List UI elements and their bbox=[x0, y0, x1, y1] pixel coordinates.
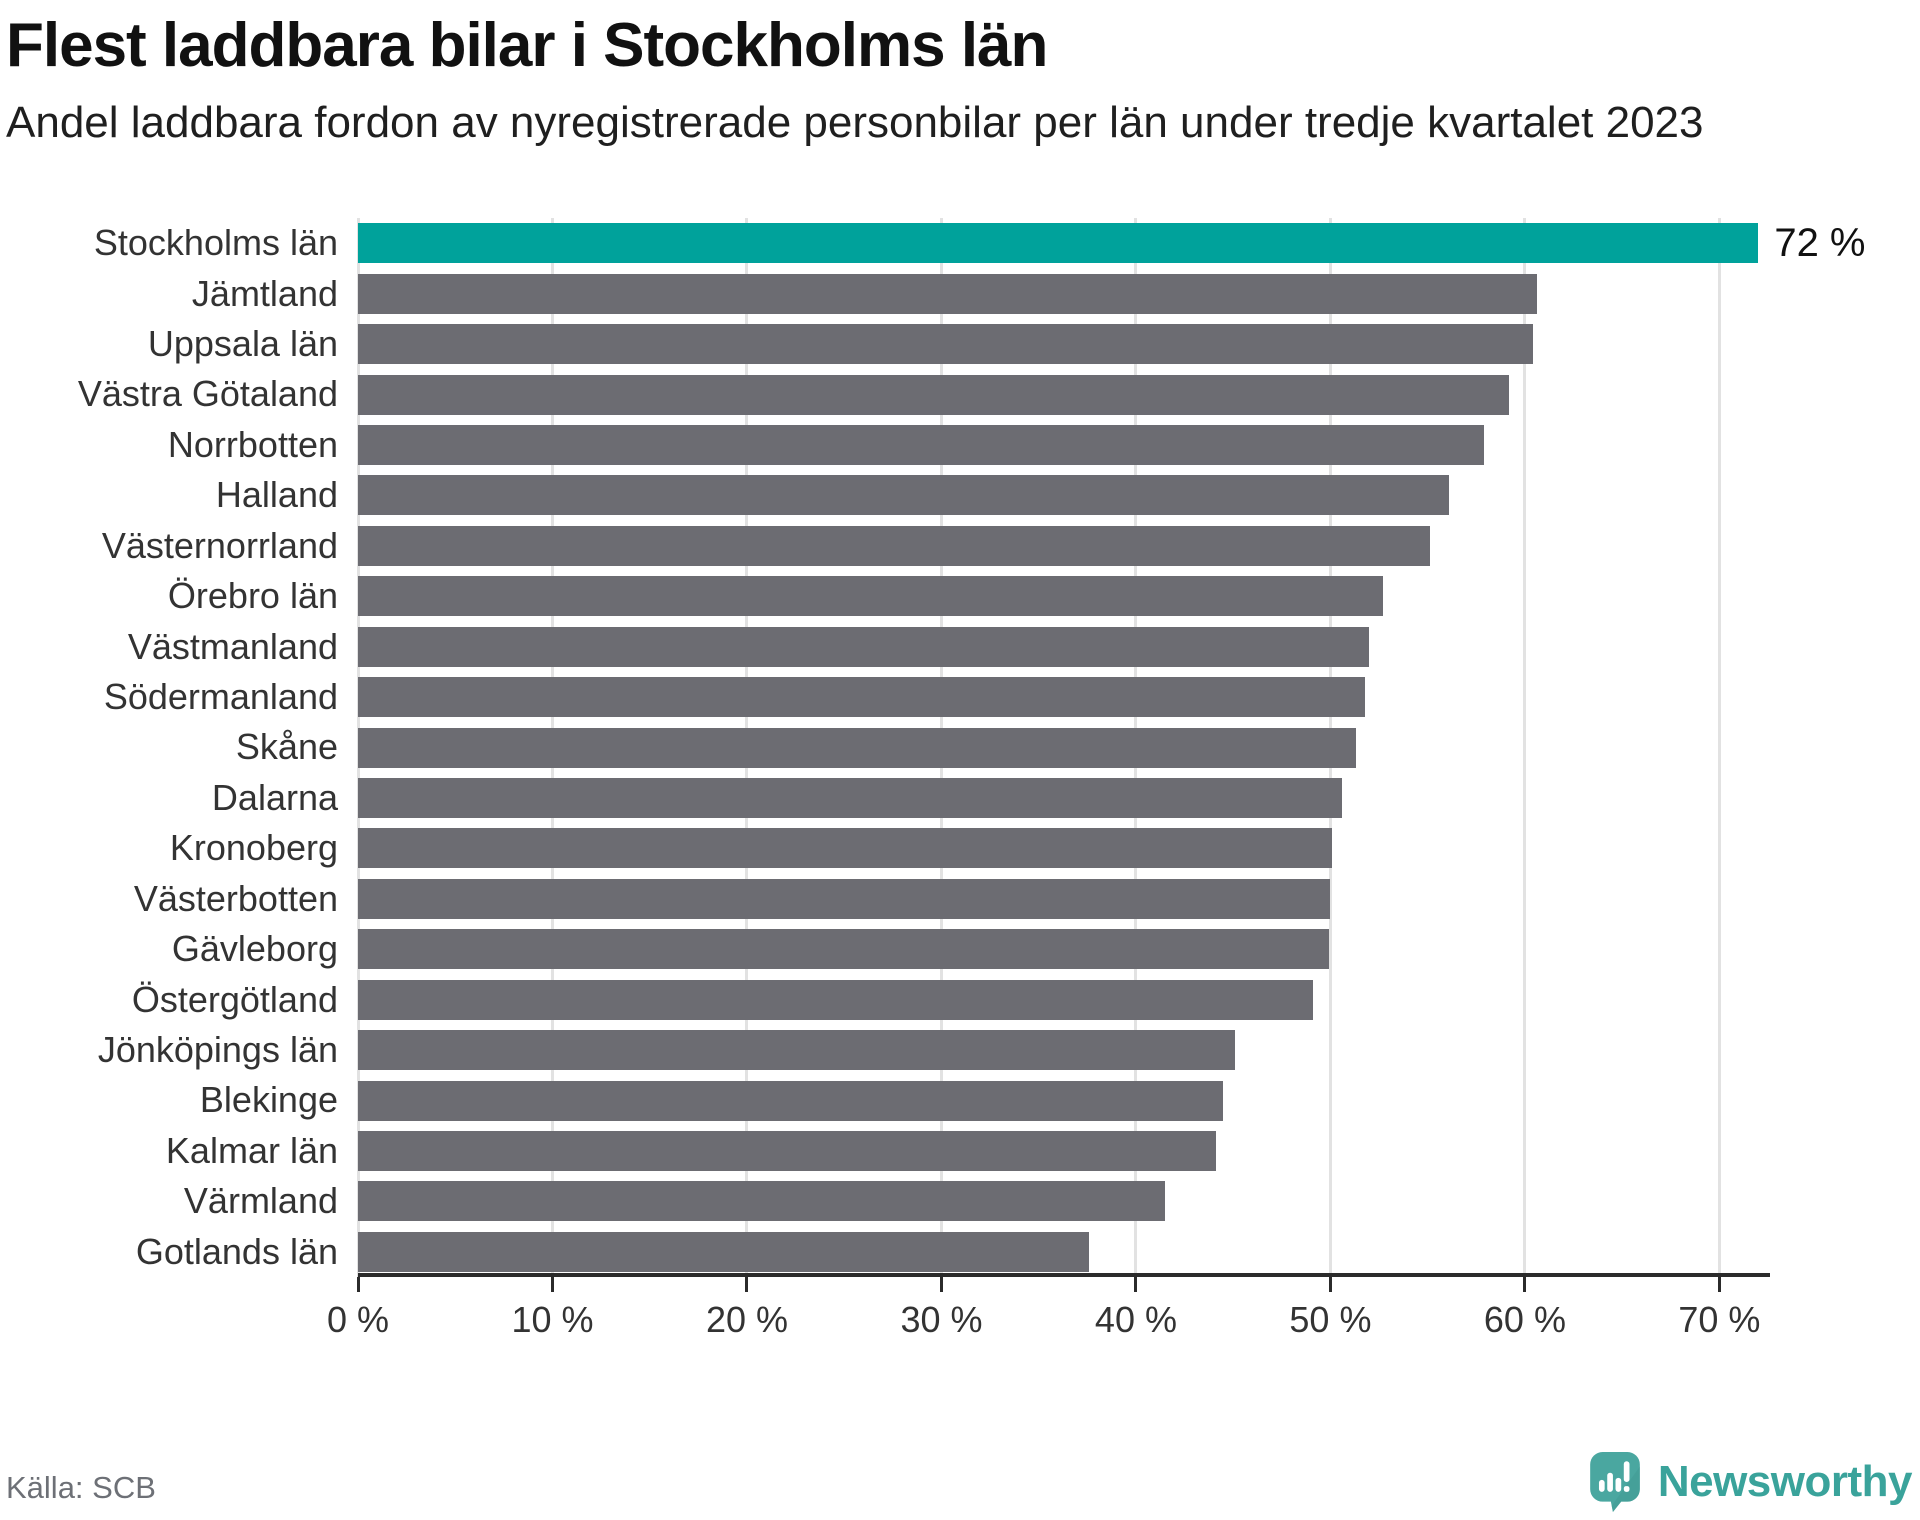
category-label: Halland bbox=[215, 474, 338, 516]
category-label: Stockholms län bbox=[93, 222, 338, 264]
axis-tick bbox=[1134, 1277, 1138, 1292]
category-label: Blekinge bbox=[199, 1079, 338, 1121]
bar bbox=[358, 374, 1510, 415]
category-label: Västerbotten bbox=[133, 877, 338, 919]
bar bbox=[358, 576, 1383, 617]
bar bbox=[358, 1231, 1090, 1272]
bar bbox=[358, 929, 1329, 970]
bar bbox=[358, 1181, 1166, 1222]
bar bbox=[358, 223, 1759, 264]
x-axis-line bbox=[358, 1273, 1770, 1277]
axis-tick bbox=[550, 1277, 554, 1292]
chart-subtitle: Andel laddbara fordon av nyregistrerade … bbox=[6, 98, 1704, 147]
bar-value-label: 72 % bbox=[1774, 220, 1866, 265]
axis-tick bbox=[939, 1277, 943, 1292]
gridline bbox=[1717, 218, 1721, 1277]
bar bbox=[358, 273, 1537, 314]
bar bbox=[358, 424, 1485, 465]
axis-tick-label: 10 % bbox=[511, 1299, 594, 1340]
source-note: Källa: SCB bbox=[6, 1470, 156, 1505]
category-label: Gotlands län bbox=[135, 1230, 338, 1272]
category-label: Kronoberg bbox=[169, 827, 338, 869]
axis-tick-label: 40 % bbox=[1094, 1299, 1177, 1340]
bar bbox=[358, 677, 1366, 718]
bar bbox=[358, 727, 1356, 768]
bar bbox=[358, 1080, 1224, 1121]
axis-tick bbox=[1717, 1277, 1721, 1292]
category-label: Dalarna bbox=[211, 776, 338, 818]
category-label: Gävleborg bbox=[171, 928, 338, 970]
category-label: Östergötland bbox=[131, 978, 338, 1020]
category-label: Jämtland bbox=[191, 272, 338, 314]
bar bbox=[358, 1030, 1236, 1071]
category-label: Skåne bbox=[235, 726, 338, 768]
category-label: Kalmar län bbox=[165, 1129, 338, 1171]
category-label: Uppsala län bbox=[147, 323, 338, 365]
newsworthy-speech-bubble-chart-icon bbox=[1590, 1452, 1640, 1512]
bar bbox=[358, 626, 1370, 667]
axis-tick bbox=[745, 1277, 749, 1292]
category-label: Västernorrland bbox=[101, 524, 338, 566]
category-label: Värmland bbox=[183, 1180, 338, 1222]
bar bbox=[358, 979, 1313, 1020]
category-label: Örebro län bbox=[167, 575, 338, 617]
bar bbox=[358, 324, 1533, 365]
axis-tick-label: 70 % bbox=[1678, 1299, 1761, 1340]
brand-logo: Newsworthy bbox=[1590, 1452, 1913, 1512]
bar bbox=[358, 1130, 1216, 1171]
axis-tick-label: 60 % bbox=[1483, 1299, 1566, 1340]
axis-tick bbox=[1523, 1277, 1527, 1292]
axis-tick bbox=[356, 1277, 360, 1292]
axis-tick-label: 30 % bbox=[900, 1299, 983, 1340]
bar bbox=[358, 878, 1331, 919]
bar bbox=[358, 525, 1430, 566]
axis-tick-label: 20 % bbox=[705, 1299, 788, 1340]
bar bbox=[358, 475, 1450, 516]
category-label: Västra Götaland bbox=[77, 373, 338, 415]
category-label: Jönköpings län bbox=[97, 1029, 338, 1071]
category-label: Norrbotten bbox=[167, 423, 338, 465]
axis-tick-label: 0 % bbox=[326, 1299, 390, 1340]
brand-name: Newsworthy bbox=[1657, 1457, 1913, 1506]
chart-title: Flest laddbara bilar i Stockholms län bbox=[6, 11, 1048, 80]
gridline bbox=[1523, 218, 1527, 1277]
axis-tick-label: 50 % bbox=[1289, 1299, 1372, 1340]
axis-tick bbox=[1328, 1277, 1332, 1292]
category-label: Västmanland bbox=[127, 625, 338, 667]
bar bbox=[358, 828, 1333, 869]
bar bbox=[358, 777, 1343, 818]
category-label: Södermanland bbox=[103, 676, 338, 718]
